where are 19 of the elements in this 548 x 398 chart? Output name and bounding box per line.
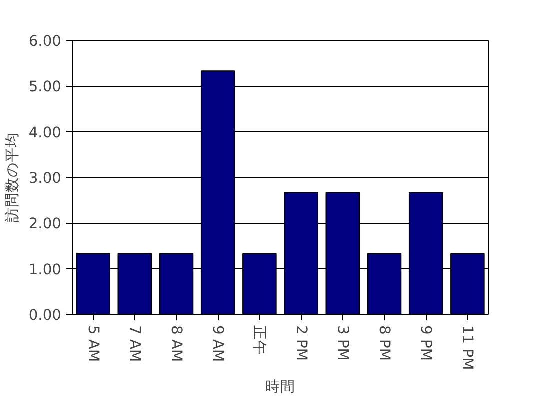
x-tick-label: 3 PM [334, 326, 352, 361]
x-axis-title: 時間 [266, 378, 296, 396]
x-tick-label: 9 AM [210, 326, 227, 362]
y-tick-label: 3.00 [28, 170, 62, 187]
x-tick-label: 8 PM [376, 326, 393, 361]
x-tick-label: 8 AM [168, 326, 185, 362]
y-tick-label: 2.00 [28, 216, 62, 233]
x-tick-label: 5 AM [84, 326, 102, 362]
y-tick-label: 5.00 [28, 78, 62, 96]
y-axis-title: 訪問数の平均 [4, 132, 21, 222]
x-tick-label: 7 AM [126, 326, 144, 362]
x-tick-label: 11 PM [459, 326, 476, 370]
y-tick-label: 4.00 [28, 124, 62, 142]
x-tick-label: 9 PM [418, 326, 435, 361]
x-tick-label: 正午 [251, 326, 268, 356]
y-tick-label: 0.00 [28, 307, 62, 324]
x-tick-label: 2 PM [292, 326, 310, 361]
y-tick-label: 6.00 [28, 33, 62, 50]
y-tick-label: 1.00 [28, 261, 62, 278]
